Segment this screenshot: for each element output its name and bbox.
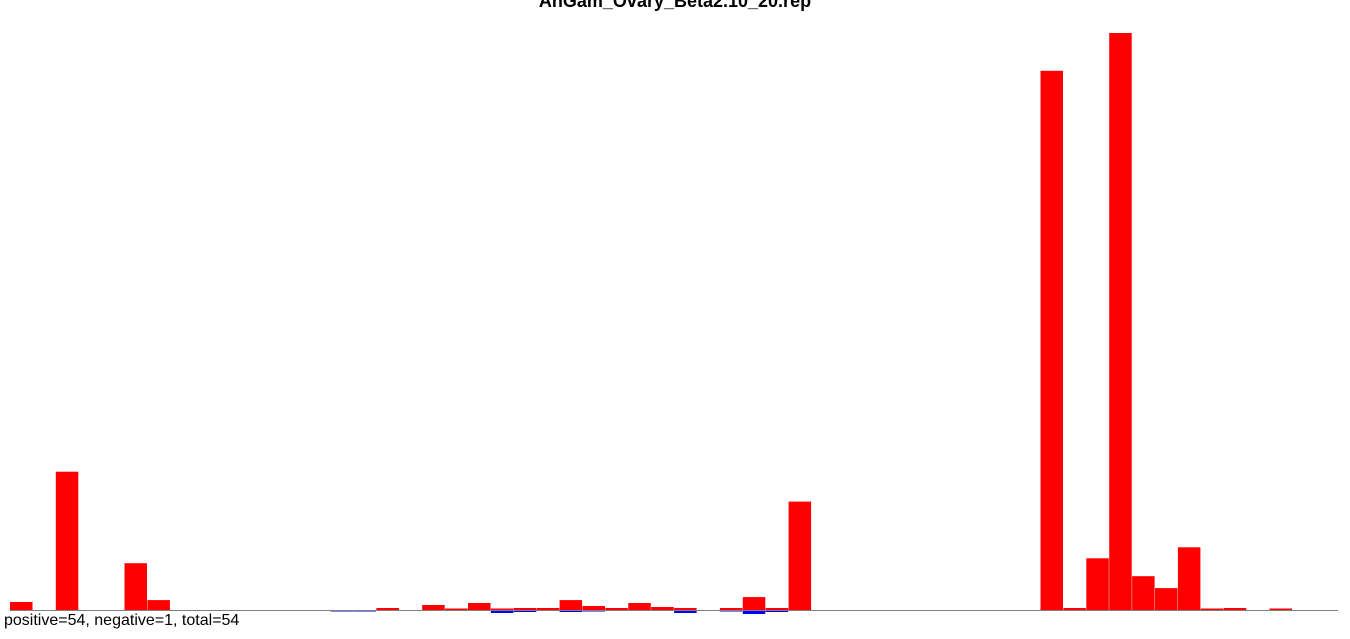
positive-bar-34 [788, 501, 812, 610]
positive-bar-21 [490, 608, 514, 610]
positive-bar-46 [1063, 608, 1086, 610]
positive-bar-53 [1223, 608, 1247, 610]
positive-bar-48 [1109, 33, 1132, 610]
positive-bar-6 [147, 600, 170, 610]
positive-bar-18 [422, 605, 445, 610]
positive-bar-45 [1040, 70, 1063, 611]
positive-bar-0 [10, 602, 33, 610]
positive-bar-50 [1155, 588, 1178, 610]
chart-title: AnGam_Ovary_Beta2.10_20.rep [538, 0, 812, 11]
negative-bar-21 [490, 610, 514, 613]
positive-bars [10, 33, 1292, 611]
positive-bar-5 [124, 563, 147, 610]
negative-bar-32 [742, 610, 766, 614]
positive-bar-2 [55, 471, 79, 610]
summary-label: positive=54, negative=1, total=54 [4, 612, 240, 629]
positive-bar-47 [1086, 558, 1109, 610]
positive-bar-23 [536, 608, 560, 610]
positive-bar-16 [376, 608, 399, 610]
positive-bar-31 [719, 608, 743, 610]
positive-bar-28 [651, 607, 674, 610]
positive-bar-20 [468, 603, 491, 610]
positive-bar-27 [628, 603, 651, 610]
positive-bar-33 [765, 608, 789, 610]
positive-bar-19 [445, 608, 468, 610]
positive-bar-26 [605, 608, 628, 610]
positive-bar-55 [1269, 608, 1292, 610]
positive-bar-29 [674, 608, 697, 610]
positive-bar-49 [1132, 576, 1155, 610]
positive-bar-24 [559, 600, 583, 610]
positive-bar-52 [1200, 608, 1224, 610]
positive-bar-32 [742, 597, 766, 610]
positive-bar-22 [513, 608, 537, 610]
positive-bar-51 [1177, 547, 1201, 610]
negative-bar-29 [674, 610, 697, 613]
positive-bar-25 [582, 606, 605, 610]
